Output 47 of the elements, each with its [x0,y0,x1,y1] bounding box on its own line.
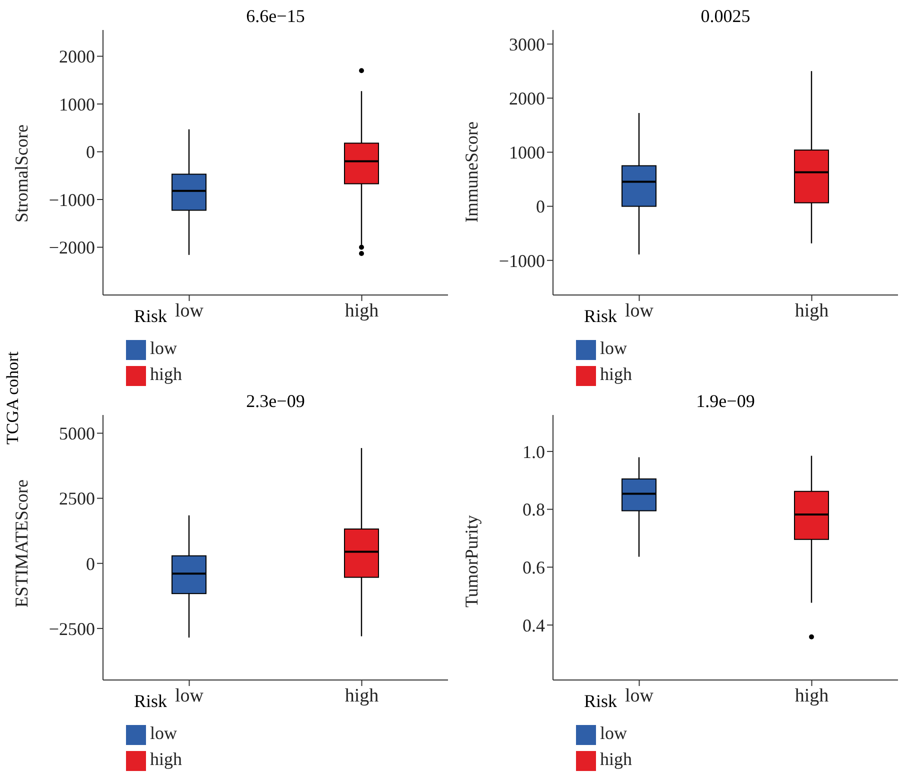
x-tick-label: high [794,300,830,322]
x-tick-label: high [794,685,830,706]
legend-title: Risk [584,306,618,327]
y-tick-label: −2500 [48,618,95,639]
y-axis-title: TumorPurity [461,515,482,608]
y-tick-label: 1000 [509,142,545,163]
legend-title: Risk [584,691,618,712]
y-tick-label: 0.4 [522,615,545,636]
y-axis-title: StromalScore [11,124,32,222]
legend-label: low [600,338,627,358]
legend-label: low [150,723,177,743]
y-tick-label: −1000 [498,250,545,271]
y-tick-label: 0 [86,142,95,162]
y-tick-label: 2500 [59,488,95,509]
y-tick-label: 3000 [509,34,545,54]
y-tick-label: 2000 [509,88,545,109]
text: 6.6e−15 [246,6,305,26]
y-axis-title: ImmuneScore [461,122,482,222]
text: 0.0025 [700,6,750,26]
legend-label: high [150,749,182,769]
text: 2.3e−09 [246,391,305,411]
y-axis-title: ESTIMATEScore [11,480,32,608]
x-tick-label: low [625,300,654,322]
text: 1.9e−09 [696,391,755,411]
x-tick-label: low [625,685,654,706]
y-tick-label: −2000 [48,238,95,258]
y-tick-label: 1.0 [522,442,545,462]
legend-title: Risk [134,306,168,327]
legend-label: low [600,723,627,743]
y-tick-label: 0 [536,196,545,217]
x-tick-label: low [175,685,204,706]
legend-label: high [150,364,182,384]
legend-label: high [600,749,632,769]
text: TCGA cohort [3,350,23,447]
legend-label: high [600,364,632,384]
y-tick-label: 0.6 [522,558,545,578]
y-tick-label: 1000 [59,94,95,114]
x-tick-label: high [344,685,380,706]
y-tick-label: 5000 [59,424,95,444]
y-tick-label: 0.8 [522,500,545,520]
x-tick-label: low [175,300,204,322]
legend-label: low [150,338,177,358]
y-tick-label: 2000 [59,46,95,67]
x-tick-label: high [344,300,380,322]
y-tick-label: −1000 [48,190,95,210]
legend-title: Risk [134,691,168,712]
y-tick-label: 0 [86,554,95,574]
